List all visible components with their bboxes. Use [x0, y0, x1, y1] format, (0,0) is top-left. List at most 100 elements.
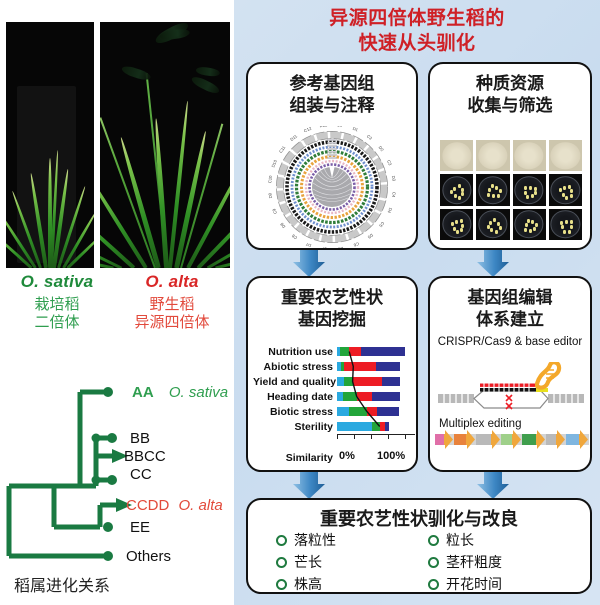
circos-label: C4 — [391, 192, 396, 199]
card-reference-genome[interactable]: 参考基因组 组装与注释 — [246, 62, 418, 250]
tree-tip-bbcc: BBCC — [124, 448, 166, 465]
petri-dish-cell — [440, 140, 474, 172]
tree-tip-ccdd: CCDD O. alta — [126, 497, 223, 514]
seedling — [461, 223, 465, 228]
seedling — [457, 184, 461, 189]
tree-tip-aa-species: O. sativa — [168, 384, 229, 401]
seedling — [487, 193, 491, 198]
circos-label: D4 — [386, 207, 393, 214]
card-genome-editing[interactable]: 基因组编辑 体系建立 CRISPR/Cas9 & base editor — [428, 276, 592, 472]
bar-chart-bar — [337, 392, 415, 401]
bar-chart-segment — [366, 407, 377, 416]
seedling — [496, 221, 500, 226]
seedling — [490, 184, 494, 189]
tree-tip-dots — [91, 387, 117, 561]
seedling — [528, 228, 532, 233]
seedling — [458, 195, 462, 200]
main-title: 异源四倍体野生稻的 快速从头驯化 — [234, 6, 600, 56]
seedling — [524, 190, 528, 195]
bar-chart-segment — [377, 407, 400, 416]
card-germplasm-resources[interactable]: 种质资源 收集与筛选 — [428, 62, 592, 250]
card-germplasm-title: 种质资源 收集与筛选 — [430, 73, 590, 117]
petri-dish-cell — [476, 174, 510, 206]
circle-bullet-icon — [276, 556, 287, 568]
seedling — [497, 194, 501, 199]
seedling — [568, 229, 572, 234]
alta-line1: 野生稻 — [149, 296, 195, 313]
gene-block — [435, 434, 445, 445]
bar-chart-segment — [352, 377, 383, 386]
card-genome-title: 参考基因组 组装与注释 — [248, 73, 416, 117]
tree-tip-bb: BB — [130, 430, 151, 447]
petri-dish-disc — [478, 210, 508, 239]
seedling — [455, 230, 459, 235]
bar-chart-row: Heading date — [253, 389, 415, 404]
petri-dish-cell — [548, 208, 582, 240]
photo-o-alta — [100, 22, 230, 268]
bar-chart-segment — [360, 347, 405, 356]
petri-dish-disc — [478, 176, 508, 204]
gene-block — [546, 434, 557, 445]
tree-arrow-tips — [112, 449, 132, 512]
tree-tip-ccdd-species: O. alta — [178, 497, 223, 514]
sativa-line1: 栽培稻 — [34, 296, 80, 313]
bar-chart-segment — [337, 362, 342, 371]
bar-chart-segment — [337, 392, 344, 401]
circos-label: D2 — [378, 145, 386, 153]
card-gene-mining[interactable]: 重要农艺性状 基因挖掘 Nutrition use Abiotic stress Y… — [246, 276, 418, 472]
petri-dish-cell — [440, 174, 474, 206]
tree-caption: 稻属进化关系 — [14, 578, 111, 595]
bar-chart-row: Sterility — [253, 419, 415, 434]
petri-dish-disc — [478, 141, 508, 170]
sativa-line2: 二倍体 — [34, 314, 80, 331]
seedling — [453, 193, 457, 198]
species-names: O. sativa O. alta — [0, 272, 234, 294]
bar-chart-segment — [344, 362, 376, 371]
seedling — [562, 229, 566, 234]
seedling — [534, 186, 538, 191]
trait-label: 粒长 — [446, 532, 474, 548]
seedling — [531, 220, 535, 225]
bar-chart-segment — [337, 347, 341, 356]
seedling — [492, 194, 496, 199]
similarity-stacked-bar-chart: Nutrition use Abiotic stress Yield and qua… — [253, 344, 415, 468]
seedling — [530, 194, 534, 199]
petri-dish-disc — [550, 210, 580, 239]
bar-chart-segment — [337, 377, 344, 386]
seedling — [455, 220, 459, 225]
petri-dish-disc — [550, 141, 580, 170]
bar-chart-tick-100: 100% — [377, 450, 406, 462]
seedling — [490, 228, 494, 233]
trait-item: 落粒性 — [276, 530, 424, 550]
seedling — [450, 222, 454, 227]
traits-list: 落粒性 粒长 芒长 茎秆粗度 株高 开花时间 — [276, 530, 576, 594]
petri-dish-disc — [442, 210, 472, 239]
bar-chart-bar — [337, 377, 415, 386]
tree-tip-aa-genome: AA — [132, 384, 154, 401]
seedling — [532, 227, 536, 232]
seedling — [495, 229, 499, 234]
seedling — [460, 219, 464, 224]
seedling — [570, 193, 574, 198]
seedling — [525, 195, 529, 200]
card-editing-title: 基因组编辑 体系建立 — [430, 287, 590, 331]
bar-chart-segment — [337, 407, 350, 416]
circos-label: D7 — [305, 241, 312, 248]
bar-chart-bar — [337, 422, 415, 431]
seedling — [524, 223, 528, 228]
phylogenetic-tree: AA O. sativa BB BBCC CC CCDD O. alta EE … — [0, 362, 234, 567]
seedling — [526, 218, 530, 223]
card-trait-domestication[interactable]: 重要农艺性状驯化与改良 落粒性 粒长 芒长 茎秆粗度 株高 开花时间 — [246, 498, 592, 594]
trait-item: 芒长 — [276, 552, 424, 572]
circos-label: D8 — [279, 221, 287, 229]
gene-arrow — [579, 430, 588, 449]
alta-line2: 异源四倍体 — [134, 314, 210, 331]
bar-chart-category-label: Yield and quality — [253, 375, 337, 388]
trait-item: 株高 — [276, 574, 424, 594]
trait-label: 开花时间 — [446, 576, 502, 592]
bar-chart-segment — [379, 422, 386, 431]
seedling — [565, 219, 569, 224]
bar-chart-category-label: Biotic stress — [269, 405, 333, 418]
bar-chart-segment — [341, 362, 345, 371]
